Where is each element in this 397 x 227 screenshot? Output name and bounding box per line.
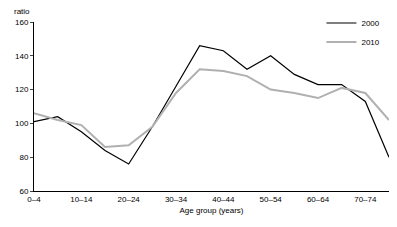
- svg-text:30–34: 30–34: [165, 195, 188, 204]
- svg-text:60–64: 60–64: [307, 195, 330, 204]
- svg-text:0–4: 0–4: [27, 195, 41, 204]
- svg-text:Age group (years): Age group (years): [179, 206, 243, 215]
- svg-text:160: 160: [15, 18, 29, 27]
- svg-text:ratio: ratio: [14, 7, 30, 16]
- svg-text:50–54: 50–54: [260, 195, 283, 204]
- svg-text:2000: 2000: [361, 19, 379, 28]
- svg-text:100: 100: [15, 119, 29, 128]
- svg-text:70–74: 70–74: [354, 195, 377, 204]
- svg-text:140: 140: [15, 52, 29, 61]
- svg-text:80: 80: [19, 153, 28, 162]
- svg-text:60: 60: [19, 187, 28, 196]
- svg-text:10–14: 10–14: [70, 195, 93, 204]
- svg-text:2010: 2010: [361, 38, 379, 47]
- svg-text:120: 120: [15, 85, 29, 94]
- svg-text:40–44: 40–44: [212, 195, 235, 204]
- svg-text:20–24: 20–24: [118, 195, 141, 204]
